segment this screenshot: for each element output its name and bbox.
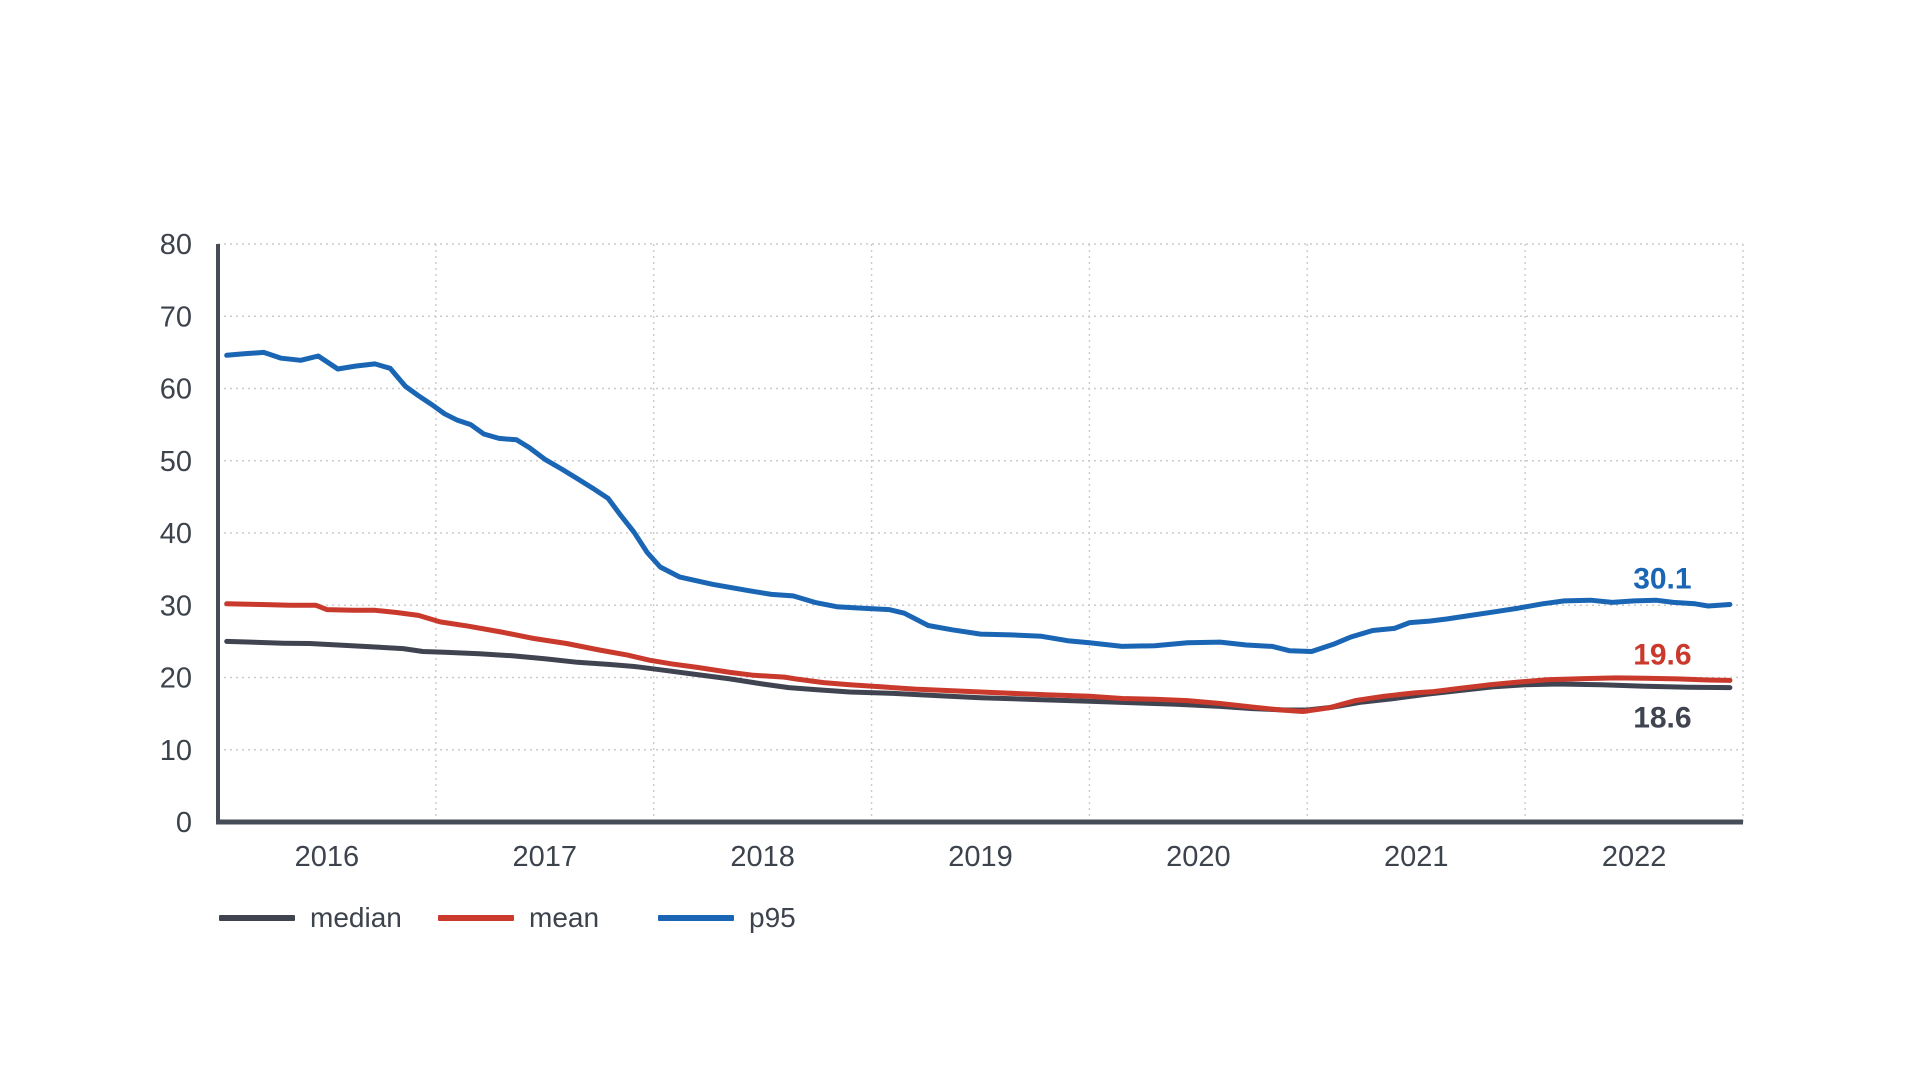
series-line-median [224, 638, 1733, 713]
legend-label-p95: p95 [749, 902, 796, 933]
x-tick-label: 2018 [730, 841, 795, 873]
x-tick-label: 2019 [948, 841, 1013, 873]
x-tick-label: 2017 [513, 841, 578, 873]
p95-line-swatch [658, 915, 734, 921]
y-tick-label: 10 [160, 735, 192, 767]
y-tick-label: 70 [160, 301, 192, 333]
y-tick-label: 80 [160, 229, 192, 261]
series-line-p95 [224, 349, 1733, 654]
x-tick-label: 2020 [1166, 841, 1231, 873]
end-label-p95: 30.1 [1633, 563, 1691, 596]
legend-item-mean: mean [438, 901, 599, 935]
y-tick-label: 0 [176, 807, 192, 839]
median-line-swatch [219, 915, 295, 921]
end-label-median: 18.6 [1633, 702, 1691, 735]
legend-label-mean: mean [529, 902, 600, 933]
x-tick-label: 2016 [295, 841, 360, 873]
legend-label-median: median [310, 902, 402, 933]
end-label-mean: 19.6 [1633, 638, 1691, 671]
legend-item-p95: p95 [658, 901, 796, 935]
y-tick-label: 40 [160, 518, 192, 550]
y-tick-label: 20 [160, 663, 192, 695]
legend-item-median: median [219, 901, 402, 935]
y-tick-label: 50 [160, 446, 192, 478]
x-tick-label: 2021 [1384, 841, 1449, 873]
y-tick-label: 30 [160, 590, 192, 622]
mean-line-swatch [438, 915, 514, 921]
y-tick-label: 60 [160, 374, 192, 406]
x-tick-label: 2022 [1602, 841, 1667, 873]
series-line-mean [224, 601, 1733, 714]
